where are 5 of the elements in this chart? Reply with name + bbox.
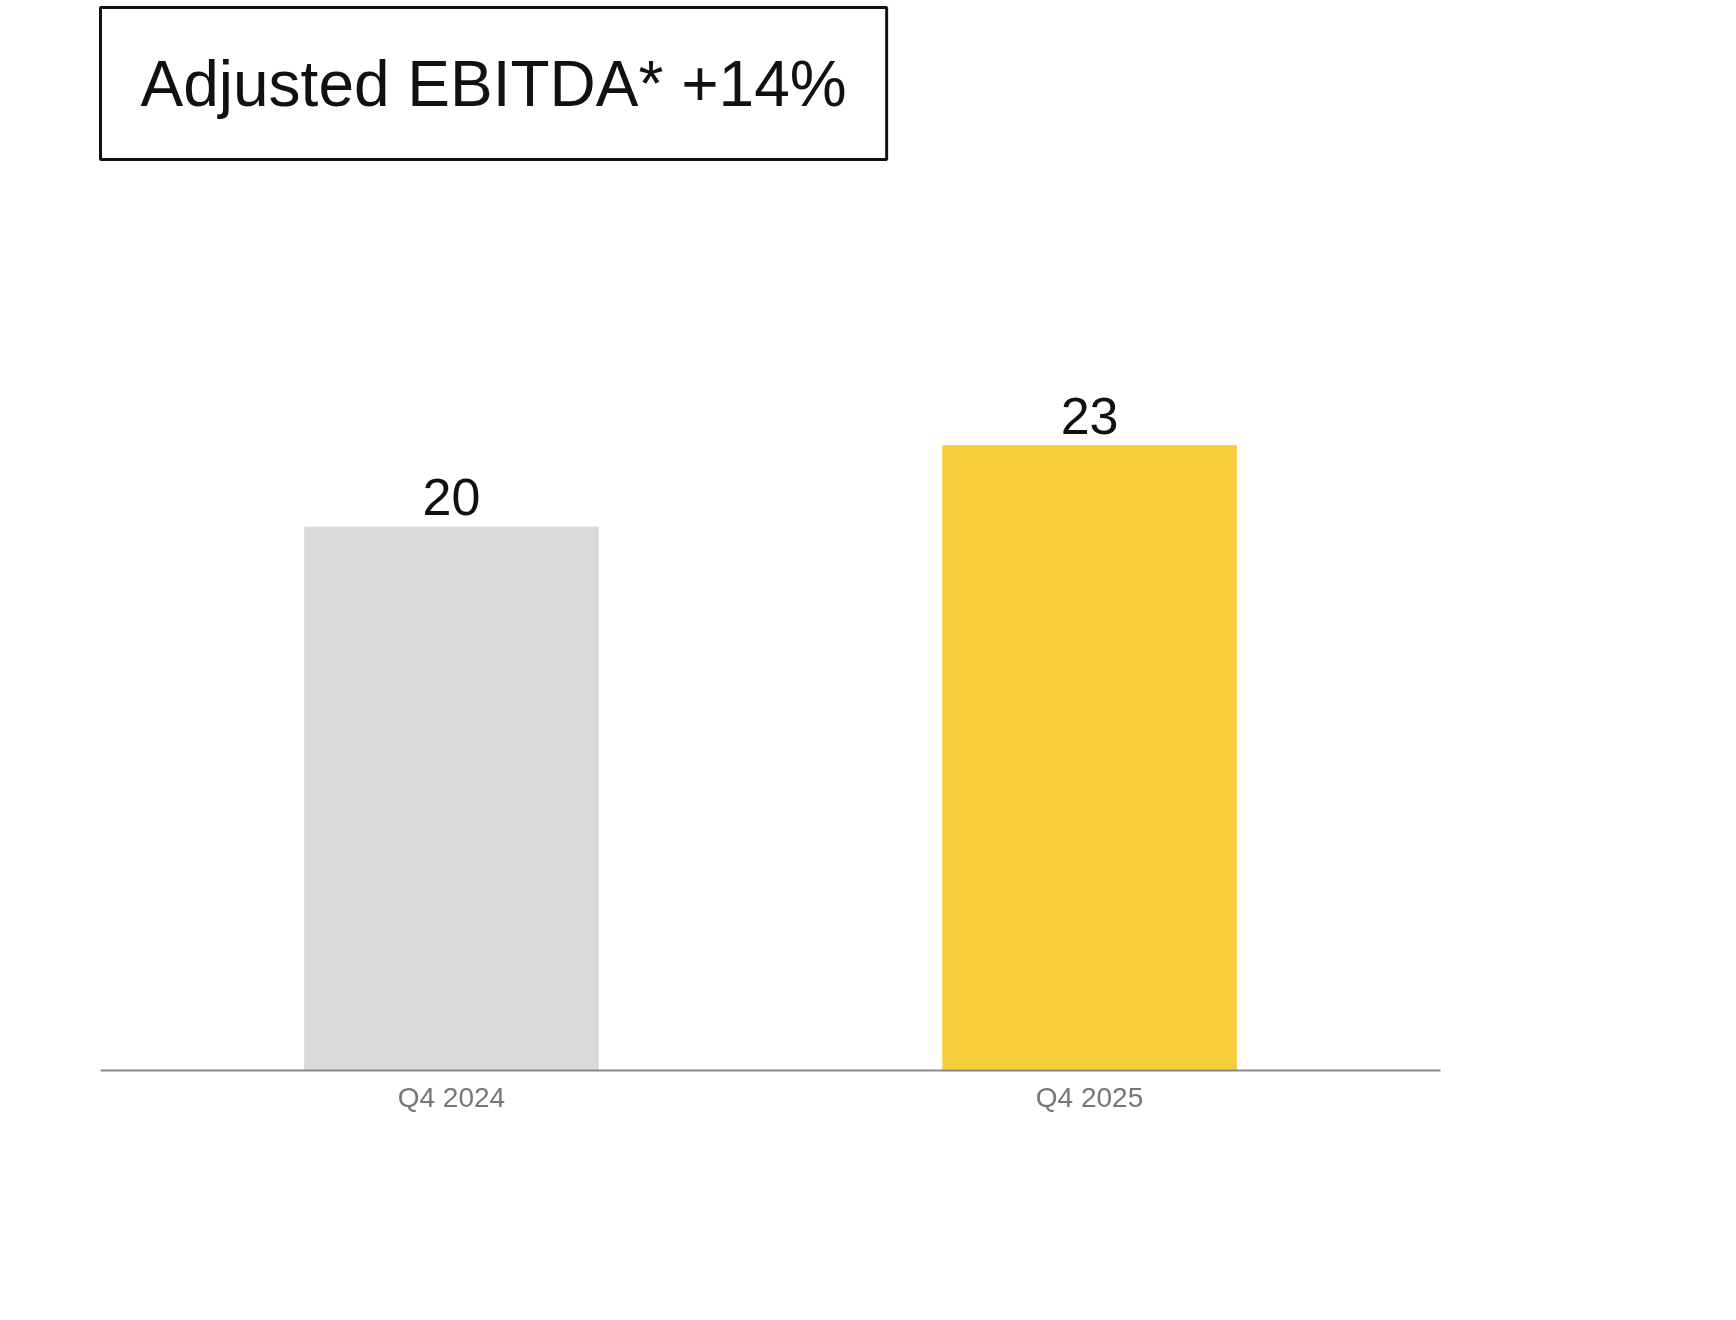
x-tick-label: Q4 2024	[397, 1081, 506, 1113]
chart-title: Adjusted EBITDA* +14%	[140, 47, 847, 120]
data-label: 20	[422, 468, 481, 527]
data-label: 23	[1060, 386, 1119, 445]
x-tick-label: Q4 2025	[1035, 1081, 1144, 1113]
